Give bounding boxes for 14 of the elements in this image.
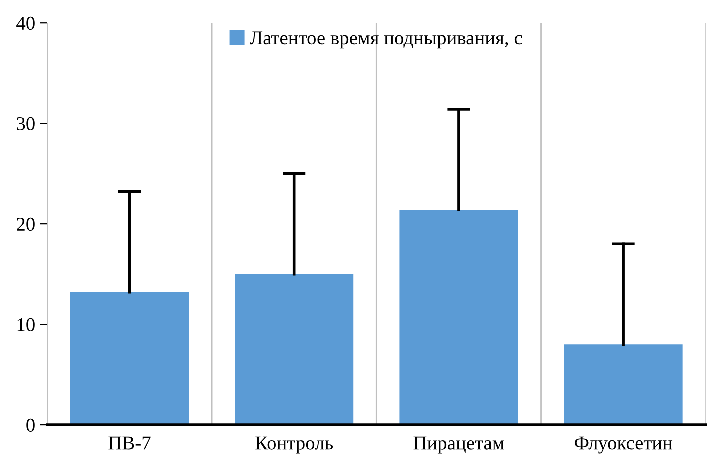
legend-label: Латентое время подныривания, с [250, 32, 522, 49]
y-tick-label: 20 [17, 218, 35, 232]
bar [564, 344, 683, 426]
x-tick-label: Флуоксетин [574, 436, 673, 454]
bar [70, 292, 189, 426]
y-tick-label: 10 [18, 318, 35, 332]
y-tick-label: 40 [16, 16, 35, 30]
y-tick-label: 30 [17, 117, 35, 131]
x-tick-label: Пирацетам [414, 436, 504, 454]
y-tick-label: 0 [26, 418, 35, 432]
x-tick-label: Контроль [256, 436, 334, 454]
bar [400, 210, 518, 426]
bar [235, 274, 354, 426]
x-tick-label: ПВ-7 [108, 436, 151, 450]
